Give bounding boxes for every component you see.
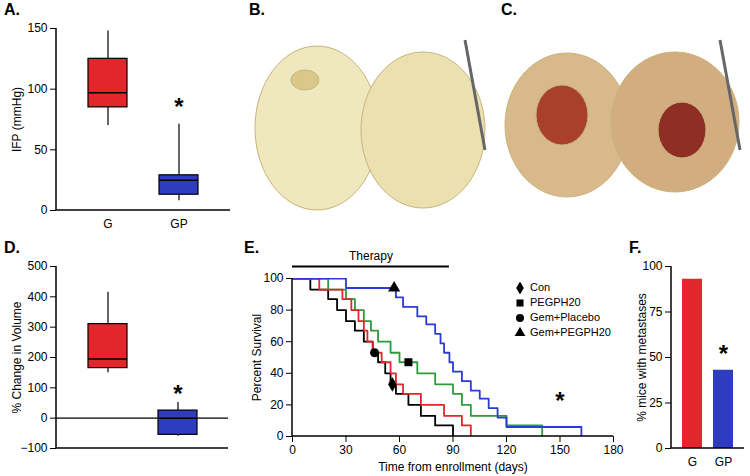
svg-text:*: * xyxy=(174,93,184,120)
svg-text:Therapy: Therapy xyxy=(349,249,393,263)
svg-text:% mice with metastases: % mice with metastases xyxy=(635,293,649,422)
html-text:Gem+Placebo: Gem+Placebo xyxy=(530,311,600,323)
svg-text:60: 60 xyxy=(393,443,407,457)
svg-text:Percent Survival: Percent Survival xyxy=(250,314,264,401)
svg-text:150: 150 xyxy=(550,443,570,457)
html-text:D.: D. xyxy=(4,239,20,256)
svg-text:GP: GP xyxy=(715,455,732,469)
svg-text:100: 100 xyxy=(642,259,662,273)
svg-text:90: 90 xyxy=(446,443,460,457)
svg-text:150: 150 xyxy=(27,21,47,35)
svg-text:300: 300 xyxy=(27,320,47,334)
svg-text:Time from enrollment (days): Time from enrollment (days) xyxy=(378,460,528,474)
html-text:A.: A. xyxy=(4,1,20,18)
svg-text:25: 25 xyxy=(649,396,663,410)
svg-text:50: 50 xyxy=(34,143,48,157)
svg-text:G: G xyxy=(103,217,112,231)
svg-text:G: G xyxy=(688,455,697,469)
svg-text:180: 180 xyxy=(603,443,623,457)
html-text:B.: B. xyxy=(249,1,265,18)
html-text:PEGPH20: PEGPH20 xyxy=(530,296,581,308)
svg-text:500: 500 xyxy=(27,259,47,273)
svg-text:120: 120 xyxy=(496,443,516,457)
html-text:C.: C. xyxy=(501,1,517,18)
svg-text:−100: −100 xyxy=(20,441,47,455)
svg-text:200: 200 xyxy=(27,350,47,364)
svg-text:75: 75 xyxy=(649,305,663,319)
html-text:Gem+PEGPH20: Gem+PEGPH20 xyxy=(530,326,611,338)
svg-text:60: 60 xyxy=(270,335,284,349)
svg-text:100: 100 xyxy=(263,271,283,285)
svg-text:400: 400 xyxy=(27,290,47,304)
svg-text:0: 0 xyxy=(656,441,663,455)
svg-text:IFP (mmHg): IFP (mmHg) xyxy=(10,87,24,152)
svg-text:40: 40 xyxy=(270,366,284,380)
svg-text:100: 100 xyxy=(27,381,47,395)
svg-text:20: 20 xyxy=(270,398,284,412)
html-text:Con: Con xyxy=(530,281,551,293)
svg-text:0: 0 xyxy=(289,443,296,457)
svg-text:50: 50 xyxy=(649,350,663,364)
svg-text:0: 0 xyxy=(41,411,48,425)
svg-text:30: 30 xyxy=(339,443,353,457)
svg-text:GP: GP xyxy=(170,217,187,231)
svg-text:*: * xyxy=(173,380,183,407)
svg-text:*: * xyxy=(719,340,729,367)
svg-text:% Change in Volume: % Change in Volume xyxy=(10,301,24,413)
svg-text:*: * xyxy=(555,387,565,414)
html-text:E.: E. xyxy=(244,239,260,256)
html-text:F.: F. xyxy=(629,239,642,256)
svg-text:100: 100 xyxy=(27,82,47,96)
svg-text:0: 0 xyxy=(41,203,48,217)
svg-text:0: 0 xyxy=(277,429,284,443)
svg-text:80: 80 xyxy=(270,303,284,317)
